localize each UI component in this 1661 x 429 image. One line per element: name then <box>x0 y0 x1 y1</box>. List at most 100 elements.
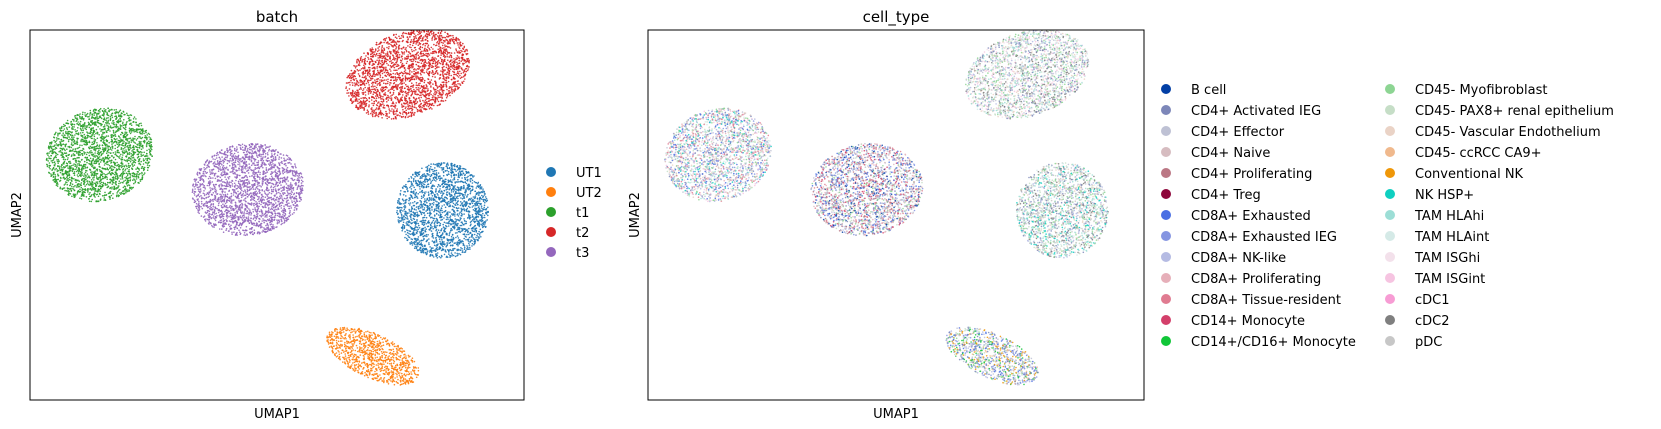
batch-point <box>381 365 384 368</box>
batch-point <box>65 181 67 183</box>
batch-point <box>471 182 474 184</box>
batch-point <box>400 190 402 192</box>
batch-point <box>449 254 451 257</box>
batch-point <box>475 218 478 221</box>
batch-point <box>390 353 392 355</box>
batch-point <box>61 188 63 190</box>
batch-point <box>430 248 433 250</box>
batch-point <box>121 158 123 161</box>
batch-point <box>111 143 113 145</box>
batch-point <box>483 221 485 223</box>
batch-point <box>48 148 51 150</box>
batch-point <box>111 183 114 185</box>
batch-point <box>428 193 430 195</box>
batch-point <box>75 194 77 196</box>
batch-point <box>470 223 472 225</box>
batch-point <box>440 236 443 239</box>
batch-point <box>92 177 94 179</box>
batch-point <box>335 335 338 338</box>
batch-point <box>142 130 145 132</box>
batch-point <box>108 141 110 144</box>
batch-point <box>396 206 398 209</box>
batch-point <box>425 200 427 202</box>
batch-point <box>118 180 121 182</box>
batch-point <box>68 136 70 138</box>
batch-point <box>421 250 423 252</box>
batch-point <box>425 228 428 230</box>
batch-point <box>473 218 476 220</box>
batch-point <box>408 177 410 180</box>
batch-point <box>429 167 431 170</box>
batch-point <box>119 126 122 128</box>
batch-point <box>460 221 463 224</box>
batch-point <box>88 126 91 129</box>
batch-point <box>452 202 455 205</box>
batch-point <box>342 361 344 363</box>
batch-point <box>55 167 57 170</box>
batch-point <box>421 189 424 192</box>
batch-point <box>422 251 425 254</box>
batch-point <box>96 118 98 120</box>
batch-point <box>127 170 130 173</box>
batch-point <box>443 241 445 243</box>
batch-point <box>403 226 406 229</box>
batch-point <box>344 350 347 353</box>
batch-point <box>49 164 52 167</box>
batch-point <box>436 186 439 188</box>
batch-point <box>473 220 476 223</box>
batch-point <box>67 132 70 135</box>
batch-point <box>379 356 381 358</box>
batch-point <box>388 343 391 346</box>
batch-point <box>469 180 472 183</box>
batch-point <box>369 345 371 347</box>
batch-point <box>404 236 406 239</box>
batch-point <box>474 212 477 215</box>
batch-point <box>99 199 102 201</box>
batch-point <box>447 164 450 166</box>
batch-point <box>442 162 445 164</box>
batch-point <box>111 116 114 119</box>
batch-point <box>142 158 145 160</box>
batch-point <box>125 138 127 141</box>
batch-point <box>113 121 115 124</box>
batch-point <box>64 145 67 148</box>
batch-point <box>472 196 475 198</box>
batch-point <box>327 336 330 338</box>
batch-point <box>443 253 446 256</box>
batch-point <box>423 223 426 226</box>
batch-point <box>120 153 122 156</box>
batch-point <box>120 165 122 167</box>
batch-point <box>64 170 67 173</box>
batch-point <box>363 362 366 364</box>
batch-point <box>89 157 92 160</box>
batch-point <box>128 159 130 162</box>
batch-point <box>424 178 426 181</box>
batch-point <box>403 373 406 375</box>
batch-point <box>396 211 398 214</box>
batch-point <box>93 138 95 140</box>
batch-point <box>433 194 436 196</box>
batch-point <box>136 144 139 146</box>
batch-point <box>94 112 97 114</box>
batch-point <box>108 123 110 125</box>
batch-point <box>351 364 353 366</box>
batch-point <box>450 174 453 176</box>
batch-point <box>109 173 112 176</box>
batch-point <box>132 118 135 120</box>
batch-point <box>337 347 339 349</box>
batch-point <box>450 191 453 193</box>
batch-point <box>76 165 78 167</box>
batch-point <box>86 173 89 175</box>
batch-point <box>404 383 407 385</box>
batch-point <box>65 122 67 124</box>
batch-point <box>448 166 451 169</box>
batch-point <box>130 114 133 117</box>
batch-point <box>437 214 440 216</box>
batch-point <box>99 107 102 110</box>
batch-point <box>348 361 351 363</box>
batch-point <box>425 210 427 212</box>
batch-point <box>457 215 460 217</box>
batch-point <box>439 188 441 190</box>
batch-point <box>449 211 451 213</box>
batch-point <box>413 208 416 210</box>
